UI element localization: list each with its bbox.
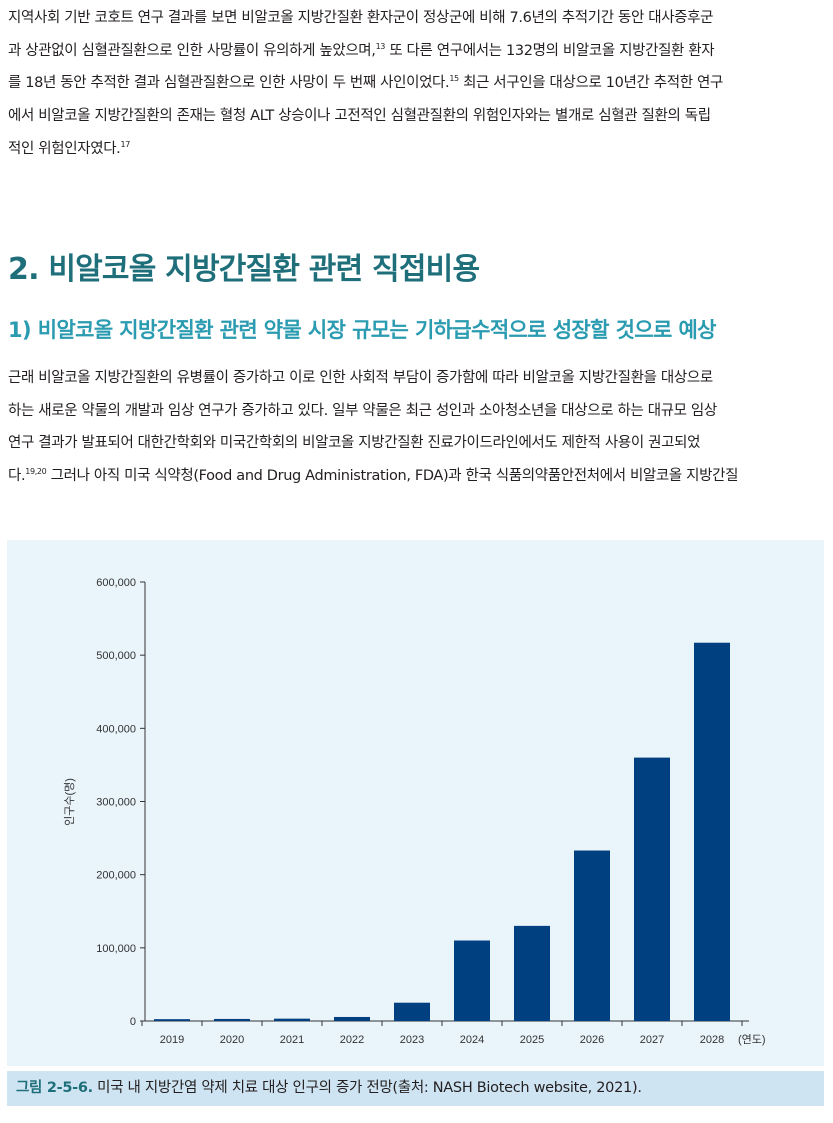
caption-text: 미국 내 지방간염 약제 치료 대상 인구의 증가 전망(출처: NASH Bi… [97, 1080, 642, 1096]
x-tick-label: 2023 [400, 1034, 424, 1046]
bar-chart: 0 100,000 200,000 300,000 400,000 500,000 600,… [63, 577, 766, 1046]
body-line: 근래 비알코올 지방간질환의 유병률이 증가하고 이로 인한 사회적 부담이 증… [8, 370, 713, 386]
intro-line: 과 상관없이 심혈관질환으로 인한 사망률이 유의하게 높았으며,13 또 다른… [8, 41, 715, 59]
reference-13[interactable]: 13 [375, 41, 386, 51]
x-tick-label: 2028 [700, 1034, 724, 1046]
x-tick-label: 2022 [340, 1034, 364, 1046]
y-tick-label: 500,000 [96, 650, 136, 662]
x-tick-label: 2024 [460, 1034, 484, 1046]
figure-panel: 0 100,000 200,000 300,000 400,000 500,000 600,… [7, 540, 824, 1066]
y-tick-label: 600,000 [96, 577, 136, 589]
x-tick-label: 2019 [160, 1034, 184, 1046]
y-tick-label: 400,000 [96, 723, 136, 735]
y-tick-label: 0 [130, 1016, 136, 1028]
reference-19-20[interactable]: 19,20 [25, 467, 47, 477]
x-tick-label: 2026 [580, 1034, 604, 1046]
bar-2028 [694, 642, 730, 1021]
bar-2020 [214, 1018, 250, 1021]
bar-2021 [274, 1018, 310, 1021]
reference-17[interactable]: 17 [120, 139, 130, 149]
y-axis-title: 인구수(명) [63, 778, 76, 826]
reference-15[interactable]: 15 [449, 74, 459, 84]
subsection-heading: 1) 비알코올 지방간질환 관련 약물 시장 규모는 기하급수적으로 성장할 것… [8, 318, 716, 342]
section-heading: 2. 비알코올 지방간질환 관련 직접비용 [8, 252, 480, 287]
figure-caption: 그림 2-5-6. 미국 내 지방간염 약제 치료 대상 인구의 증가 전망(출… [7, 1071, 824, 1106]
x-tick-label: 2021 [280, 1034, 304, 1046]
intro-paragraph: 지역사회 기반 코호트 연구 결과를 보면 비알코올 지방간질환 환자군이 정상… [8, 2, 826, 166]
bar-2022 [334, 1016, 370, 1021]
x-tick-label: 2025 [520, 1034, 544, 1046]
bar-2025 [514, 925, 550, 1021]
bar-2019 [154, 1019, 190, 1021]
x-axis-title: (연도) [738, 1033, 766, 1046]
intro-line: 에서 비알코올 지방간질환의 존재는 혈청 ALT 상승이나 고전적인 심혈관질… [8, 108, 711, 125]
bar-2024 [454, 940, 490, 1021]
body-line: 하는 새로운 약물의 개발과 임상 연구가 증가하고 있다. 일부 약물은 최근… [8, 402, 717, 419]
y-tick-label: 200,000 [96, 870, 136, 882]
caption-label: 그림 2-5-6. [16, 1080, 93, 1096]
bar-2026 [574, 850, 610, 1021]
y-tick-label: 100,000 [96, 943, 136, 955]
bar-2023 [394, 1002, 430, 1021]
intro-line: 를 18년 동안 추적한 결과 심혈관질환으로 인한 사망이 두 번째 사인이었… [8, 74, 723, 92]
x-tick-label: 2020 [220, 1034, 244, 1046]
body-line: 연구 결과가 발표되어 대한간학회와 미국간학회의 비알코올 지방간질환 진료가… [8, 435, 701, 452]
y-tick-label: 300,000 [96, 797, 136, 809]
intro-line: 적인 위험인자였다.17 [8, 139, 130, 157]
intro-line: 지역사회 기반 코호트 연구 결과를 보면 비알코올 지방간질환 환자군이 정상… [8, 10, 714, 26]
x-tick-label: 2027 [640, 1034, 664, 1046]
bar-2027 [634, 757, 670, 1021]
body-paragraph: 근래 비알코올 지방간질환의 유병률이 증가하고 이로 인한 사회적 부담이 증… [8, 362, 826, 493]
body-line: 다.19,20 그러나 아직 미국 식약청(Food and Drug Admi… [8, 467, 739, 485]
